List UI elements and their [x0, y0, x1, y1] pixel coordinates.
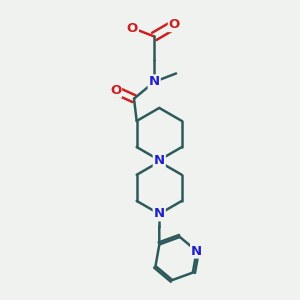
Text: O: O — [127, 22, 138, 34]
Text: N: N — [154, 207, 165, 220]
Text: O: O — [169, 18, 180, 31]
Text: N: N — [154, 154, 165, 166]
Text: N: N — [191, 244, 202, 257]
Text: N: N — [148, 75, 160, 88]
Text: O: O — [110, 84, 121, 97]
